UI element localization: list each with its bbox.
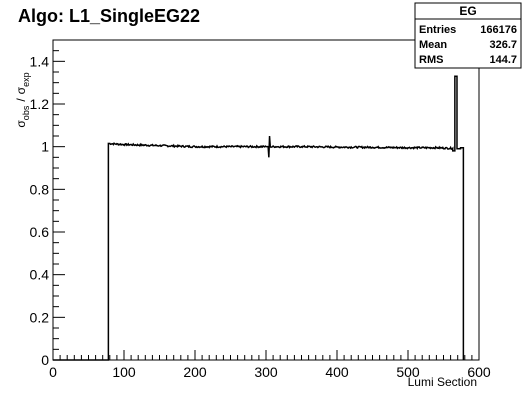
stats-mean-value: 326.7 [489, 39, 517, 51]
x-tick-label: 300 [254, 364, 278, 380]
y-label-sigma-exp: σ [14, 86, 28, 94]
y-tick-label: 0.2 [30, 309, 50, 325]
x-tick-label: 500 [396, 364, 420, 380]
y-label-sep: / [14, 98, 28, 102]
x-tick-label: 100 [112, 364, 136, 380]
y-label-sub-exp: exp [21, 72, 31, 87]
y-label-sub-obs: obs [21, 105, 31, 120]
x-tick-label: 600 [467, 364, 491, 380]
stats-box-title: EG [459, 4, 476, 18]
y-tick-label: 0 [41, 352, 49, 368]
stats-box: EG Entries 166176 Mean 326.7 RMS 144.7 [414, 2, 522, 69]
stats-box-frame [414, 2, 522, 69]
x-tick-label: 400 [325, 364, 349, 380]
stats-mean-label: Mean [419, 39, 447, 51]
chart-title: Algo: L1_SingleEG22 [18, 6, 200, 26]
y-tick-label: 0.4 [30, 267, 50, 283]
series-line [53, 75, 465, 361]
x-axis: 0 100 200 300 400 500 600 [49, 350, 491, 380]
y-axis: 0 0.2 0.4 0.6 0.8 1 1.2 1.4 [30, 39, 65, 368]
y-tick-label: 1.2 [30, 96, 50, 112]
stats-entries-value: 166176 [480, 24, 517, 36]
y-label-sigma-obs: σ [14, 120, 28, 128]
x-tick-label: 200 [183, 364, 207, 380]
x-axis-label: Lumi Section [408, 375, 477, 389]
stats-rms-label: RMS [419, 54, 443, 66]
stats-entries-label: Entries [419, 24, 456, 36]
x-tick-label: 0 [49, 364, 57, 380]
svg-text:σobs/σexp: σobs/σexp [14, 72, 31, 127]
y-tick-label: 1 [41, 139, 49, 155]
stats-rms-value: 144.7 [489, 54, 517, 66]
y-axis-label: σobs/σexp [14, 72, 31, 127]
y-tick-label: 0.8 [30, 181, 50, 197]
y-tick-label: 0.6 [30, 224, 50, 240]
y-tick-label: 1.4 [30, 53, 50, 69]
